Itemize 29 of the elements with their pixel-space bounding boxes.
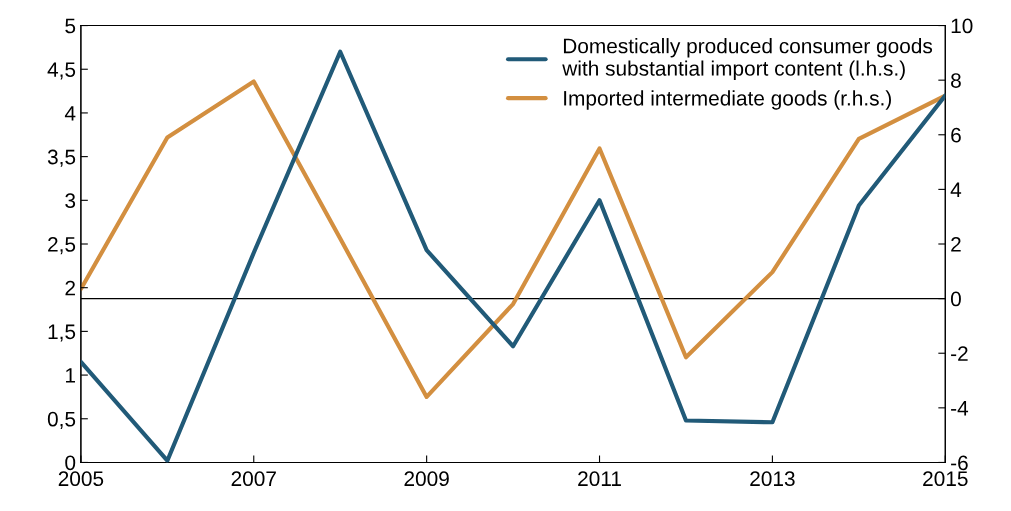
x-tick-label: 2011 — [578, 471, 621, 487]
y2-tick-label: -4 — [951, 401, 969, 416]
y2-tick-label: -6 — [951, 455, 968, 471]
y-tick-label: 2,5 — [48, 237, 76, 255]
x-tick-label: 2005 — [58, 471, 104, 487]
y2-tick-label: 4 — [950, 182, 962, 197]
line-series — [80, 79, 946, 400]
y2-tick-label: 6 — [951, 127, 961, 143]
legend-label: Domestically produced consumer goods with substantial import content (l.h.s.) — [562, 38, 933, 80]
y-tick-label: 3,5 — [47, 149, 76, 167]
y-tick-label: 3 — [65, 193, 76, 209]
y-tick-label: 5 — [65, 18, 76, 34]
y2-tick-label: 8 — [951, 73, 961, 88]
y-tick-label: 4 — [64, 106, 76, 121]
y-tick-label: 4,5 — [47, 62, 76, 80]
x-tick-label: 2013 — [750, 471, 795, 487]
y-tick-label: 0,5 — [47, 411, 76, 429]
y2-tick-label: 0 — [950, 291, 961, 307]
y2-tick-label: 10 — [951, 18, 973, 34]
y2-tick-label: 2 — [951, 237, 961, 252]
x-tick-label: 2015 — [923, 471, 968, 487]
x-tick-label: 2009 — [404, 471, 449, 487]
legend-label: Imported intermediate goods (r.h.s.) — [564, 90, 891, 110]
y-tick-label: 0 — [65, 455, 76, 471]
y-tick-label: 1,5 — [48, 324, 76, 342]
x-tick-label: 2007 — [231, 471, 276, 487]
y-tick-label: 2 — [65, 280, 75, 296]
y2-tick-label: -2 — [951, 346, 968, 361]
y-tick-label: 1 — [66, 368, 75, 383]
